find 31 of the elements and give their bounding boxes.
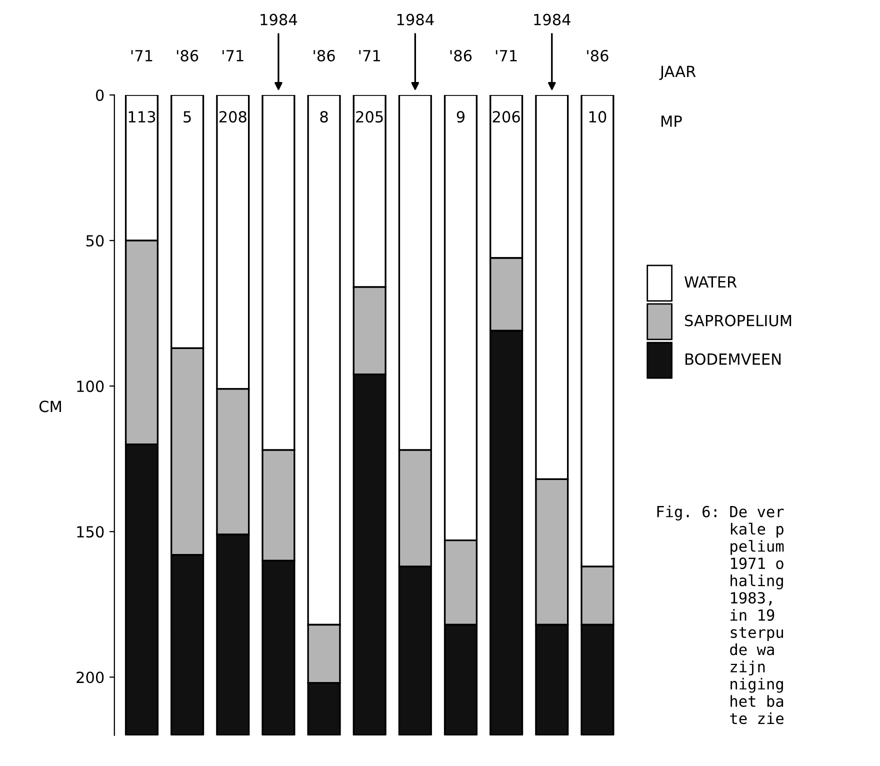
text: 1984 <box>260 14 298 26</box>
text: '71 <box>222 50 244 62</box>
y-axis-title: CM <box>39 400 61 412</box>
legend-label: SAPROPELIUM <box>685 314 792 326</box>
y-tick-label: 150 <box>77 526 104 538</box>
x-tick-label: 10 <box>589 111 606 123</box>
x-tick-label: 113 <box>128 111 156 123</box>
text: 1984 <box>534 14 570 26</box>
x-tick-label: 205 <box>356 111 383 123</box>
x-tick-label: 9 <box>456 111 465 123</box>
x-tick-label: 8 <box>320 111 328 123</box>
x-tick-label: 5 <box>184 111 191 123</box>
text: MP <box>662 116 682 127</box>
text: '86 <box>176 50 198 62</box>
x-tick-label: 206 <box>492 111 520 123</box>
y-tick-label: 50 <box>86 234 104 247</box>
text: '86 <box>587 50 608 62</box>
text: '71 <box>359 50 380 62</box>
legend-label: BODEMVEEN <box>686 353 781 365</box>
text: '86 <box>314 50 335 62</box>
x-tick-label: 208 <box>219 111 246 123</box>
text: '71 <box>496 50 517 62</box>
text: '71 <box>131 50 152 62</box>
text: JAAR <box>659 66 696 80</box>
text: 1984 <box>397 14 434 26</box>
y-tick-label: 200 <box>76 672 104 684</box>
text: Fig. 6: De ver kale p pelium 1971 o haling 1983, in 19 sterpu de wa zijn niging het ba te zie <box>657 506 784 724</box>
text: '86 <box>450 50 472 62</box>
y-tick-label: 100 <box>77 380 104 392</box>
legend-label: WATER <box>684 276 737 288</box>
y-tick-label: 0 <box>96 89 104 102</box>
